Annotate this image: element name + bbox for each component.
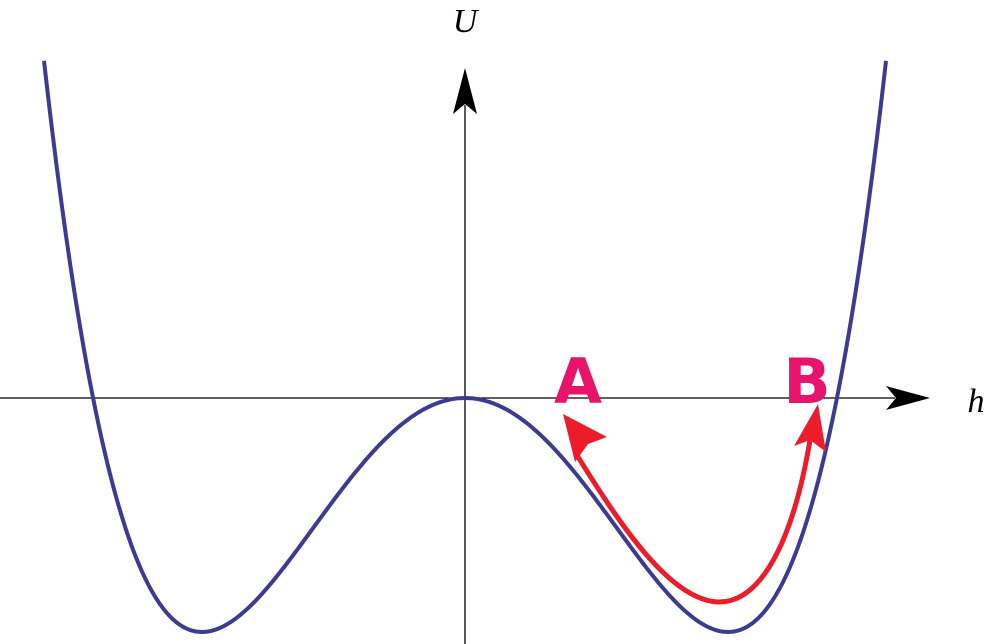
x-axis-arrow	[886, 386, 930, 410]
point-label: A	[554, 345, 602, 418]
x-axis-label: h	[968, 383, 985, 420]
point-label: B	[783, 345, 830, 418]
y-axis-arrow	[453, 68, 477, 114]
potential-curve	[42, 60, 888, 635]
arrowhead-a	[563, 414, 607, 462]
transition-arrow	[572, 439, 813, 605]
y-axis-label: U	[453, 3, 480, 40]
arrowhead-b	[794, 404, 826, 452]
